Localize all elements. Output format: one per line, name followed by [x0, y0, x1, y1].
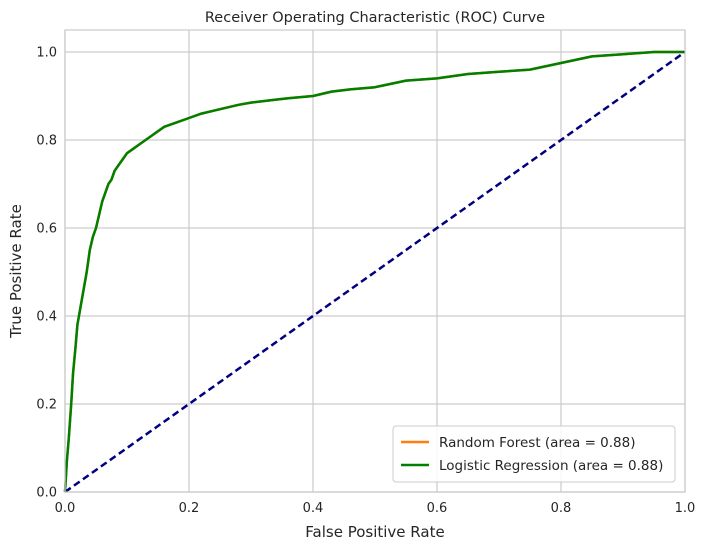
series-layer — [63, 50, 686, 494]
legend-label: Logistic Regression (area = 0.88) — [439, 458, 663, 474]
y-tick-labels: 0.0 0.2 0.4 0.6 0.8 1.0 — [36, 46, 57, 501]
plot-background — [65, 30, 685, 492]
legend: Random Forest (area = 0.88) Logistic Regr… — [392, 425, 676, 483]
x-tick-labels: 0.0 0.2 0.4 0.6 0.8 1.0 — [55, 501, 696, 516]
series-line-1 — [63, 50, 685, 493]
chart-title: Receiver Operating Characteristic (ROC) … — [205, 10, 545, 26]
x-tick-label: 0.6 — [427, 501, 448, 516]
y-tick-label: 1.0 — [36, 46, 57, 61]
y-tick-label: 0.8 — [36, 134, 57, 149]
plot-area — [63, 29, 686, 494]
grid — [64, 30, 686, 493]
y-axis-label: True Positive Rate — [7, 204, 25, 339]
x-tick-label: 0.4 — [303, 501, 324, 516]
y-tick-label: 0.0 — [36, 486, 57, 501]
y-tick-label: 0.6 — [36, 222, 57, 237]
x-axis-label: False Positive Rate — [305, 523, 444, 541]
x-tick-label: 0.2 — [179, 501, 200, 516]
x-tick-label: 0.8 — [551, 501, 572, 516]
legend-box — [392, 425, 676, 483]
legend-label: Random Forest (area = 0.88) — [439, 435, 636, 451]
plot-frame — [64, 29, 686, 493]
y-tick-label: 0.2 — [36, 398, 57, 413]
x-tick-label: 0.0 — [55, 501, 76, 516]
x-tick-label: 1.0 — [675, 501, 696, 516]
chance-diagonal-line — [64, 50, 686, 494]
y-tick-label: 0.4 — [36, 310, 57, 325]
